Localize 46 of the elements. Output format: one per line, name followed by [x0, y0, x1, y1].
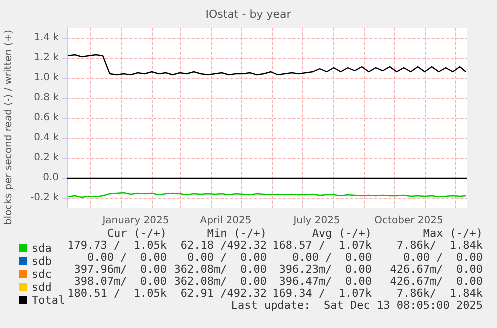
- text: Last update: Sat Dec 13 08:05:00 2025: [231, 299, 483, 312]
- text: Max (-/+): [423, 227, 483, 240]
- y-tick-label: 1.2 k: [34, 52, 60, 64]
- x-tick-label: October 2025: [374, 216, 444, 226]
- legend-label: sdd: [32, 281, 52, 294]
- text: 398.07m/ 0.00: [74, 275, 167, 288]
- text: 168.57 / 1.07k: [272, 239, 372, 252]
- legend-label: sda: [32, 242, 52, 255]
- x-tick-label: January 2025: [102, 216, 170, 226]
- text: 397.96m/ 0.00: [74, 263, 167, 276]
- y-axis-title: blocks per second read (-) / written (+): [4, 30, 14, 226]
- text: 426.67m/ 0.00: [390, 263, 483, 276]
- y-tick-label: 0.8 k: [34, 92, 60, 104]
- legend-label: Total: [32, 294, 66, 307]
- text: 0.00 / 0.00: [188, 251, 267, 264]
- text: 0.00 / 0.00: [88, 251, 167, 264]
- legend-label: sdc: [32, 268, 52, 281]
- chart-title: IOstat - by year: [206, 8, 292, 21]
- line-series: [67, 54, 467, 76]
- text: 362.08m/ 0.00: [174, 275, 267, 288]
- text: Min (-/+): [207, 227, 267, 240]
- text: 62.91 /492.32: [180, 287, 267, 300]
- y-tick-label: -0.2 k: [30, 192, 60, 204]
- text: 7.86k/ 1.84k: [396, 239, 484, 252]
- text: 180.51 / 1.05k: [68, 287, 168, 300]
- text: 396.47m/ 0.00: [279, 275, 372, 288]
- x-tick-label: April 2025: [200, 216, 252, 226]
- text: Cur (-/+): [107, 227, 167, 240]
- text: 396.23m/ 0.00: [279, 263, 372, 276]
- text: 426.67m/ 0.00: [390, 275, 483, 288]
- text: 7.86k/ 1.84k: [396, 287, 484, 300]
- x-tick-label: July 2025: [292, 216, 340, 226]
- text: 0.00 / 0.00: [404, 251, 483, 264]
- y-tick-label: 0.0: [43, 172, 59, 184]
- y-tick-label: 0.4 k: [34, 132, 60, 144]
- text: 362.08m/ 0.00: [174, 263, 267, 276]
- y-tick-label: 0.2 k: [34, 152, 60, 164]
- text: 0.00 / 0.00: [292, 251, 372, 264]
- legend-label: sdb: [32, 255, 52, 268]
- y-tick-label: 1.0 k: [34, 72, 60, 84]
- text: 169.34 / 1.07k: [272, 287, 372, 300]
- y-tick-label: 0.6 k: [34, 112, 60, 124]
- y-tick-label: 1.4 k: [34, 32, 60, 44]
- text: Avg (-/+): [312, 227, 372, 240]
- text: 179.73 / 1.05k: [68, 239, 168, 252]
- text: 62.18 /492.32: [180, 239, 267, 252]
